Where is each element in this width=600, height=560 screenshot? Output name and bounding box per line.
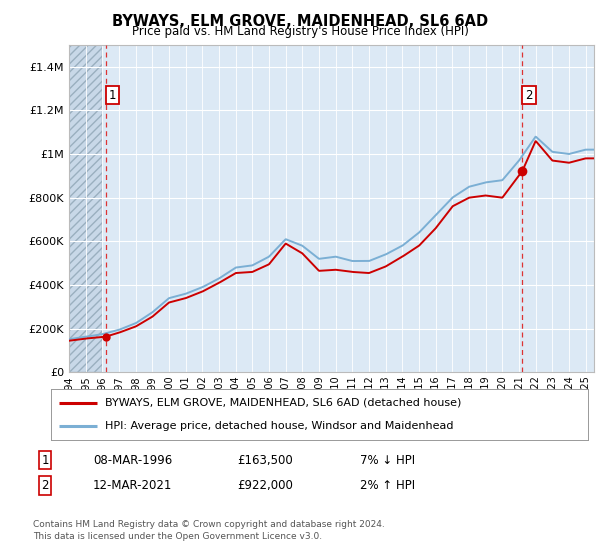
Text: Price paid vs. HM Land Registry's House Price Index (HPI): Price paid vs. HM Land Registry's House … [131,25,469,38]
Text: Contains HM Land Registry data © Crown copyright and database right 2024.
This d: Contains HM Land Registry data © Crown c… [33,520,385,541]
Text: BYWAYS, ELM GROVE, MAIDENHEAD, SL6 6AD: BYWAYS, ELM GROVE, MAIDENHEAD, SL6 6AD [112,14,488,29]
Text: 2% ↑ HPI: 2% ↑ HPI [360,479,415,492]
Text: 2: 2 [41,479,49,492]
Text: 08-MAR-1996: 08-MAR-1996 [93,454,172,467]
Text: £163,500: £163,500 [237,454,293,467]
Text: HPI: Average price, detached house, Windsor and Maidenhead: HPI: Average price, detached house, Wind… [105,421,453,431]
Text: 7% ↓ HPI: 7% ↓ HPI [360,454,415,467]
Text: 2: 2 [525,88,533,101]
Bar [69,45,101,372]
Text: 12-MAR-2021: 12-MAR-2021 [93,479,172,492]
Text: 1: 1 [109,88,116,101]
Text: £922,000: £922,000 [237,479,293,492]
Text: 1: 1 [41,454,49,467]
Text: BYWAYS, ELM GROVE, MAIDENHEAD, SL6 6AD (detached house): BYWAYS, ELM GROVE, MAIDENHEAD, SL6 6AD (… [105,398,461,408]
